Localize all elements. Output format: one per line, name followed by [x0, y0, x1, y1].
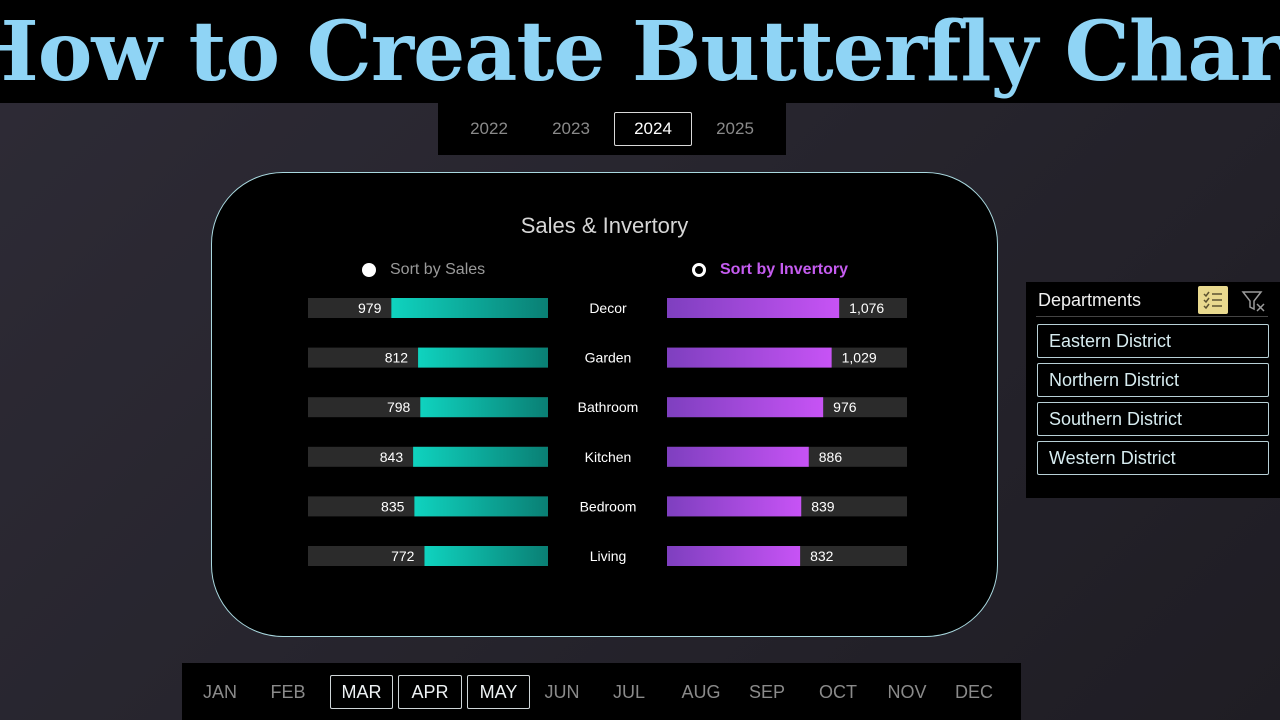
month-nov-button[interactable]: NOV [887, 681, 927, 702]
sales-bar-bedroom [414, 496, 548, 517]
sales-value-label-bedroom: 835 [381, 498, 405, 514]
departments-slicer: Departments Eastern District Northern Di… [1026, 282, 1280, 498]
inventory-bar-garden [667, 347, 832, 368]
month-mar-button[interactable]: MAR [330, 675, 393, 709]
dept-eastern-district[interactable]: Eastern District [1037, 324, 1269, 358]
clear-filter-icon[interactable] [1240, 288, 1268, 314]
inventory-bar-living [667, 546, 801, 566]
inventory-bar-bedroom [667, 496, 802, 517]
year-slicer: 2022 2023 2024 2025 [438, 103, 786, 155]
category-label-kitchen: Kitchen [585, 449, 632, 465]
inventory-bar-kitchen [667, 446, 809, 467]
category-label-decor: Decor [589, 300, 627, 316]
sales-value-label-kitchen: 843 [380, 449, 404, 465]
year-2025-button[interactable]: 2025 [716, 119, 754, 138]
chart-card: Sales & Invertory Sort by Sales Sort by … [211, 172, 998, 637]
inventory-bar-decor [667, 298, 840, 318]
month-slicer: JAN FEB MAR APR MAY JUN JUL AUG SEP OCT … [182, 663, 1021, 720]
sort-by-inventory-option[interactable]: Sort by Invertory [692, 261, 848, 279]
sales-radio-icon[interactable] [362, 263, 376, 277]
sales-value-label-garden: 812 [385, 350, 409, 366]
month-jul-button[interactable]: JUL [612, 681, 645, 702]
month-dec-button[interactable]: DEC [954, 681, 993, 702]
sales-value-label-bathroom: 798 [387, 399, 411, 415]
chart-title: Sales & Invertory [520, 213, 689, 238]
dept-western-district[interactable]: Western District [1037, 441, 1269, 475]
inventory-value-label-bedroom: 839 [811, 498, 835, 514]
inventory-radio-icon[interactable] [692, 263, 706, 277]
page-title: How to Create Butterfly Chart [0, 3, 1280, 100]
sales-bar-kitchen [413, 446, 548, 467]
month-aug-button[interactable]: AUG [681, 681, 721, 702]
sales-bar-garden [418, 347, 548, 368]
departments-divider [1036, 316, 1268, 317]
inventory-value-label-kitchen: 886 [819, 449, 843, 465]
year-2022-button[interactable]: 2022 [470, 119, 508, 138]
sales-bar-bathroom [420, 397, 548, 418]
title-banner: How to Create Butterfly Chart [0, 0, 1280, 103]
category-label-living: Living [590, 548, 627, 564]
month-oct-button[interactable]: OCT [819, 681, 857, 702]
month-apr-button[interactable]: APR [398, 675, 462, 709]
month-jun-button[interactable]: JUN [544, 681, 580, 702]
sales-value-label-decor: 979 [358, 300, 382, 316]
month-feb-button[interactable]: FEB [270, 681, 306, 702]
inventory-bar-bathroom [667, 397, 824, 418]
year-2024-button[interactable]: 2024 [614, 112, 692, 146]
inventory-value-label-garden: 1,029 [842, 350, 877, 366]
butterfly-chart: 979 Decor 1,076 812 Garden 1,029 798 Bathroom 97… [308, 298, 907, 566]
sales-bar-living [424, 546, 548, 566]
category-label-garden: Garden [585, 350, 632, 366]
inventory-value-label-bathroom: 976 [833, 399, 857, 415]
year-2023-button[interactable]: 2023 [552, 119, 590, 138]
sales-value-label-living: 772 [391, 548, 415, 564]
departments-header: Departments [1038, 290, 1142, 310]
inventory-value-label-decor: 1,076 [849, 300, 884, 316]
dept-southern-district[interactable]: Southern District [1037, 402, 1269, 436]
category-label-bathroom: Bathroom [578, 399, 639, 415]
month-sep-button[interactable]: SEP [748, 681, 786, 702]
month-may-button[interactable]: MAY [467, 675, 530, 709]
sort-by-inventory-label: Sort by Invertory [720, 261, 849, 278]
inventory-value-label-living: 832 [810, 548, 834, 564]
sort-by-sales-label: Sort by Sales [390, 261, 486, 278]
month-jan-button[interactable]: JAN [202, 681, 237, 702]
multi-select-icon[interactable] [1198, 286, 1228, 314]
sort-by-sales-option[interactable]: Sort by Sales [362, 261, 485, 279]
category-label-bedroom: Bedroom [580, 498, 637, 514]
dept-northern-district[interactable]: Northern District [1037, 363, 1269, 397]
sales-bar-decor [391, 298, 548, 318]
